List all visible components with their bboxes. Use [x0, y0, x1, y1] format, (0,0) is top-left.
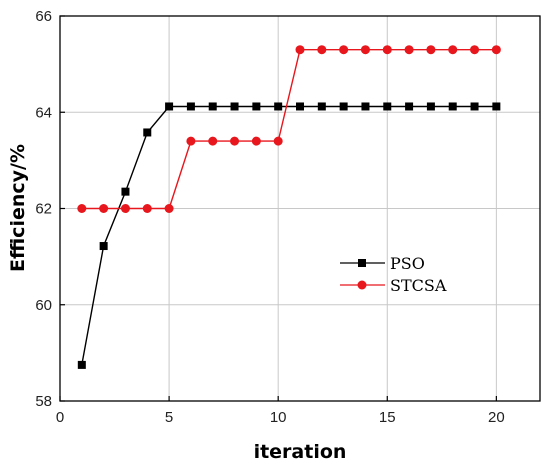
- y-tick-label: 60: [35, 297, 52, 314]
- data-point-pso: [492, 102, 501, 111]
- data-point-stcsa: [491, 45, 501, 55]
- data-point-pso: [470, 102, 479, 111]
- grid-lines: [60, 16, 540, 401]
- x-tick-label: 15: [379, 409, 396, 426]
- data-point-pso: [208, 102, 217, 111]
- data-point-stcsa: [164, 204, 174, 213]
- y-tick-label: 58: [35, 393, 52, 410]
- data-point-pso: [274, 102, 283, 111]
- data-point-stcsa: [142, 204, 152, 213]
- x-axis-title: iteration: [254, 441, 347, 463]
- y-tick-label: 62: [35, 201, 52, 218]
- data-point-stcsa: [99, 204, 109, 213]
- legend-marker-stcsa: [357, 280, 367, 290]
- data-point-stcsa: [295, 45, 305, 55]
- data-point-stcsa: [448, 45, 458, 55]
- data-point-pso: [296, 102, 304, 111]
- data-point-pso: [361, 102, 370, 111]
- data-point-stcsa: [317, 45, 327, 55]
- data-point-pso: [317, 102, 326, 111]
- data-point-stcsa: [208, 136, 218, 146]
- legend-label-stcsa: STCSA: [390, 276, 447, 295]
- data-point-pso: [448, 102, 457, 111]
- data-point-stcsa: [339, 45, 349, 55]
- series-layer: [77, 45, 501, 369]
- x-tick-label: 0: [56, 409, 64, 426]
- data-point-pso: [143, 128, 152, 137]
- legend-marker-pso: [358, 259, 366, 267]
- data-point-pso: [77, 360, 86, 369]
- legend-item-pso: PSO: [340, 254, 425, 273]
- data-point-pso: [383, 102, 392, 111]
- legend: PSO STCSA: [340, 254, 447, 295]
- data-point-stcsa: [382, 45, 392, 55]
- data-point-stcsa: [404, 45, 414, 55]
- data-point-pso: [121, 187, 130, 196]
- data-point-stcsa: [360, 45, 370, 55]
- data-point-pso: [186, 102, 195, 111]
- data-point-pso: [405, 102, 414, 111]
- data-point-pso: [230, 102, 239, 111]
- data-point-pso: [339, 102, 348, 111]
- data-point-stcsa: [230, 136, 240, 146]
- data-point-pso: [252, 102, 261, 111]
- data-point-stcsa: [186, 136, 196, 146]
- y-tick-label: 64: [35, 104, 52, 121]
- y-tick-label: 66: [35, 8, 52, 25]
- x-tick-label: 5: [165, 409, 173, 426]
- data-point-stcsa: [77, 204, 87, 213]
- x-tick-label: 20: [488, 409, 505, 426]
- x-tick-label: 10: [270, 409, 287, 426]
- data-point-stcsa: [426, 45, 436, 55]
- data-point-stcsa: [251, 136, 261, 146]
- data-point-stcsa: [273, 136, 283, 146]
- y-axis-title: Efficiency/%: [7, 144, 29, 272]
- data-point-pso: [99, 242, 108, 251]
- data-point-stcsa: [470, 45, 480, 55]
- tick-labels: 0 5 10 15 20 58 60 62 64 66: [35, 8, 504, 426]
- legend-label-pso: PSO: [390, 254, 425, 273]
- data-point-pso: [426, 102, 435, 111]
- data-point-pso: [165, 102, 174, 111]
- legend-item-stcsa: STCSA: [340, 276, 447, 295]
- axis-ticks: [59, 15, 497, 402]
- data-point-stcsa: [120, 204, 130, 213]
